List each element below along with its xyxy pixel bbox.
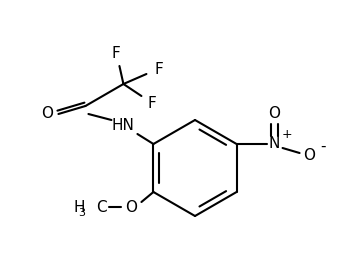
Text: C: C — [96, 199, 107, 214]
Text: +: + — [281, 127, 292, 141]
Text: O: O — [41, 107, 53, 122]
Text: H: H — [74, 199, 85, 214]
Text: O: O — [303, 149, 316, 164]
Text: N: N — [269, 136, 280, 151]
Text: HN: HN — [112, 118, 135, 133]
Text: F: F — [111, 46, 120, 61]
Text: F: F — [154, 61, 163, 77]
Text: O: O — [125, 199, 138, 214]
Text: 3: 3 — [78, 208, 85, 218]
Text: -: - — [320, 139, 325, 154]
Text: O: O — [269, 107, 280, 122]
Text: F: F — [147, 96, 156, 111]
